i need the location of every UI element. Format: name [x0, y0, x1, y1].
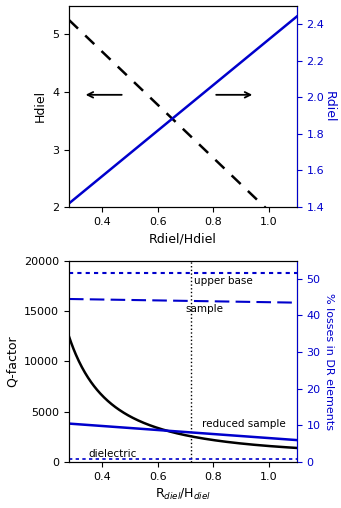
Y-axis label: Rdiel: Rdiel: [323, 90, 336, 122]
Text: reduced sample: reduced sample: [202, 419, 286, 429]
X-axis label: R$_{diel}$/H$_{diel}$: R$_{diel}$/H$_{diel}$: [155, 487, 211, 502]
Y-axis label: Q-factor: Q-factor: [5, 335, 18, 387]
Text: dielectric: dielectric: [88, 449, 137, 459]
Text: upper base: upper base: [194, 276, 253, 287]
Text: sample: sample: [186, 304, 224, 314]
X-axis label: Rdiel/Hdiel: Rdiel/Hdiel: [149, 232, 217, 245]
Y-axis label: % losses in DR elements: % losses in DR elements: [325, 293, 335, 430]
Y-axis label: Hdiel: Hdiel: [33, 90, 47, 122]
